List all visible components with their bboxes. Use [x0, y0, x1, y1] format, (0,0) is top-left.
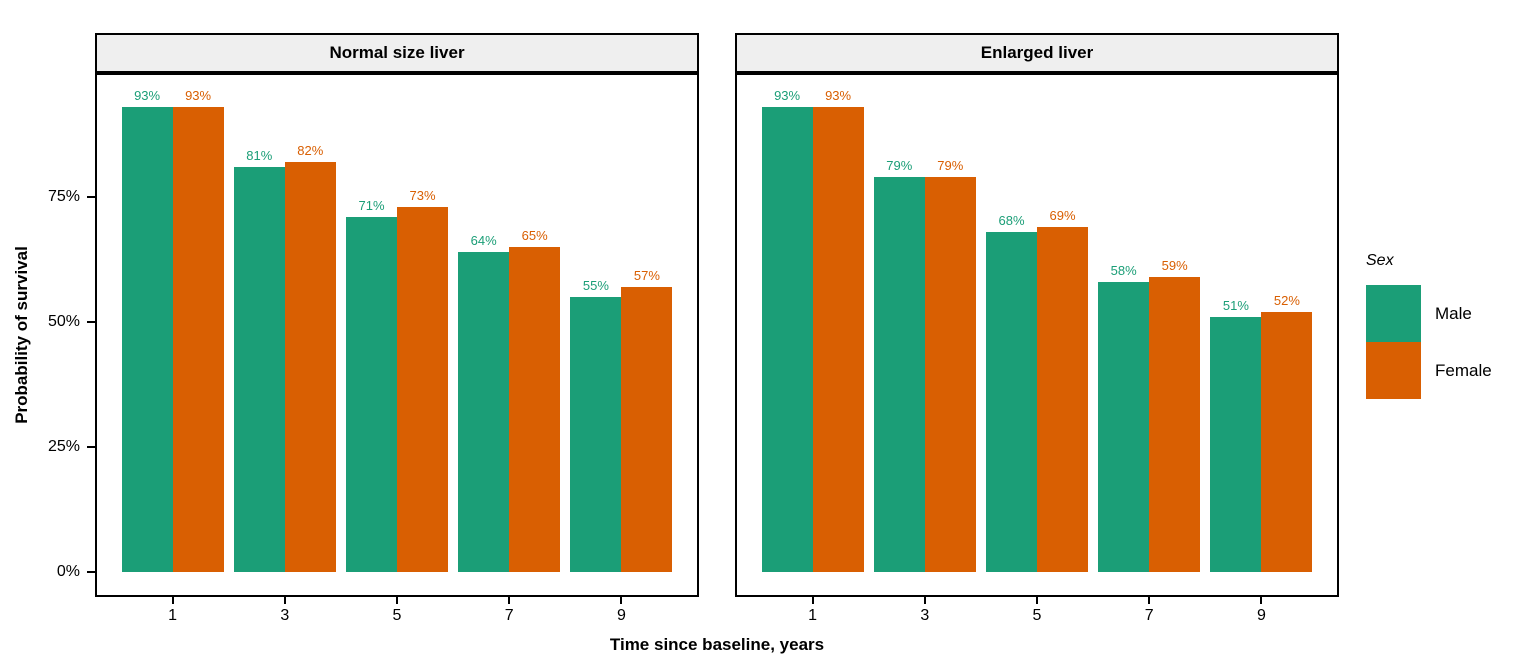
x-tick-mark: [1148, 597, 1151, 604]
bar-value-label: 71%: [358, 198, 385, 213]
bar-value-label: 93%: [774, 88, 801, 103]
bar-value-label: 79%: [937, 158, 964, 173]
plot-panel: 93% 81% 71% 64% 55% 93% 82% 73% 65% 57%: [95, 73, 699, 597]
facet-strip: Normal size liver: [95, 33, 699, 73]
bar-male-year-7: [1098, 282, 1150, 572]
x-tick-label: 5: [1032, 607, 1042, 624]
bar-female-year-5: [1037, 227, 1088, 572]
x-tick-label: 7: [1144, 607, 1154, 624]
facet-enlarged-liver: Enlarged liver 93% 79% 68% 58% 51% 93% 79% 69% 5…: [735, 33, 1339, 639]
x-tick-mark: [508, 597, 511, 604]
legend-swatch-male: [1366, 285, 1421, 342]
x-tick-label: 9: [1256, 607, 1266, 624]
x-tick-mark: [620, 597, 623, 604]
bar-value-label: 64%: [470, 233, 497, 248]
bar-value-label: 59%: [1161, 258, 1188, 273]
bar-female-year-9: [621, 287, 673, 572]
x-tick-label: 1: [808, 607, 818, 624]
legend: Sex Male Female: [1366, 252, 1492, 399]
bar-female-year-3: [924, 177, 976, 572]
x-tick-label: 7: [504, 607, 514, 624]
facet-normal-size-liver: Normal size liver 93% 81% 71% 64% 55% 93% 82% 7…: [95, 33, 699, 639]
bar-value-label: 82%: [297, 143, 324, 158]
y-tick-mark: [87, 446, 95, 448]
bar-male-year-1: [761, 107, 813, 572]
x-tick-mark: [1036, 597, 1038, 604]
bar-male-year-9: [1210, 317, 1262, 572]
x-axis-ticks: 1 3 5 7 9: [97, 597, 697, 639]
bar-female-year-1: [812, 107, 864, 572]
y-tick-label: 0%: [56, 563, 80, 580]
legend-key-male: Male: [1366, 285, 1492, 342]
x-tick-label: 5: [392, 607, 402, 624]
bar-value-label: 57%: [633, 268, 660, 283]
legend-title: Sex: [1366, 252, 1394, 269]
legend-label: Female: [1435, 360, 1492, 380]
y-tick-label: 25%: [47, 438, 80, 455]
plot-panel: 93% 79% 68% 58% 51% 93% 79% 69% 59% 52%: [735, 73, 1339, 597]
x-tick-label: 3: [920, 607, 930, 624]
facet-title: Enlarged liver: [980, 43, 1094, 62]
bar-male-year-5: [346, 217, 397, 572]
bar-male-year-1: [121, 107, 173, 572]
x-tick-mark: [171, 597, 174, 604]
legend-label: Male: [1435, 303, 1472, 323]
bar-value-label: 55%: [582, 278, 609, 293]
bar-male-year-7: [458, 252, 510, 572]
bar-value-label: 69%: [1049, 208, 1076, 223]
x-tick-label: 1: [168, 607, 178, 624]
bar-female-year-7: [1149, 277, 1201, 572]
x-tick-label: 9: [616, 607, 626, 624]
x-tick-mark: [811, 597, 814, 604]
bar-value-label: 52%: [1273, 293, 1300, 308]
bar-value-label: 93%: [134, 88, 161, 103]
x-tick-mark: [396, 597, 398, 604]
x-tick-mark: [923, 597, 926, 604]
bar-value-label: 79%: [886, 158, 913, 173]
bar-female-year-3: [284, 162, 336, 572]
bar-value-label: 73%: [409, 188, 436, 203]
x-tick-mark: [1260, 597, 1263, 604]
facet-title: Normal size liver: [329, 43, 465, 62]
legend-swatch-female: [1366, 342, 1421, 399]
x-axis-title: Time since baseline, years: [609, 635, 825, 654]
bar-female-year-7: [509, 247, 561, 572]
x-tick-mark: [283, 597, 286, 604]
bar-female-year-1: [172, 107, 224, 572]
legend-entries: Male Female: [1366, 285, 1492, 399]
bar-male-year-5: [986, 232, 1037, 572]
x-axis-ticks: 1 3 5 7 9: [737, 597, 1337, 639]
y-axis-title: Probability of survival: [12, 246, 31, 424]
y-tick-label: 75%: [47, 188, 80, 205]
bar-value-label: 81%: [246, 148, 273, 163]
bar-male-year-9: [570, 297, 622, 572]
y-tick-mark: [87, 321, 95, 323]
x-tick-label: 3: [280, 607, 290, 624]
bar-value-label: 65%: [521, 228, 548, 243]
bar-value-label: 68%: [998, 213, 1025, 228]
bar-value-label: 93%: [185, 88, 212, 103]
bar-female-year-5: [397, 207, 448, 572]
y-tick-mark: [87, 571, 95, 573]
bar-male-year-3: [233, 167, 285, 572]
bar-value-label: 93%: [825, 88, 852, 103]
facet-strip: Enlarged liver: [735, 33, 1339, 73]
bar-value-label: 51%: [1222, 298, 1249, 313]
bar-female-year-9: [1261, 312, 1313, 572]
bar-value-label: 58%: [1110, 263, 1137, 278]
legend-key-female: Female: [1366, 342, 1492, 399]
bar-male-year-3: [873, 177, 925, 572]
y-tick-mark: [87, 196, 95, 198]
